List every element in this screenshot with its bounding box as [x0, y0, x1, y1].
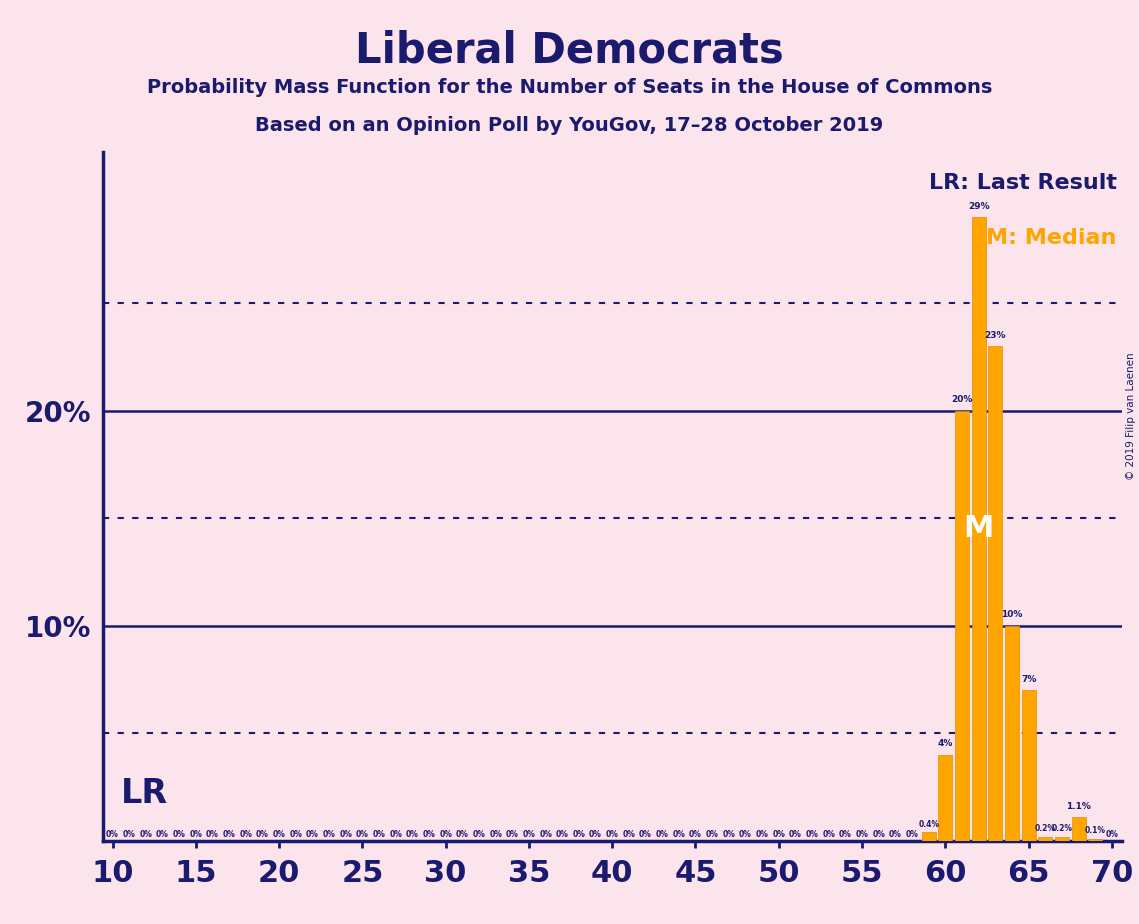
Text: LR: LR: [121, 777, 167, 810]
Text: 0%: 0%: [855, 830, 869, 839]
Text: Probability Mass Function for the Number of Seats in the House of Commons: Probability Mass Function for the Number…: [147, 78, 992, 97]
Text: 7%: 7%: [1021, 675, 1036, 684]
Text: M: M: [964, 515, 994, 543]
Text: 0%: 0%: [390, 830, 402, 839]
Bar: [1039, 836, 1052, 841]
Text: M: Median: M: Median: [986, 228, 1117, 249]
Text: LR: Last Result: LR: Last Result: [928, 173, 1117, 193]
Text: © 2019 Filip van Laenen: © 2019 Filip van Laenen: [1126, 352, 1136, 480]
Text: 4%: 4%: [937, 739, 953, 748]
Text: 23%: 23%: [984, 331, 1006, 340]
Text: 0%: 0%: [289, 830, 302, 839]
Text: 0%: 0%: [888, 830, 902, 839]
Text: 0%: 0%: [306, 830, 319, 839]
Text: 0%: 0%: [456, 830, 469, 839]
Text: 0%: 0%: [755, 830, 769, 839]
Text: 0.1%: 0.1%: [1084, 826, 1106, 835]
Text: 0%: 0%: [355, 830, 369, 839]
Text: 0.4%: 0.4%: [918, 820, 940, 829]
Text: 0%: 0%: [139, 830, 153, 839]
Text: 0%: 0%: [423, 830, 435, 839]
Text: 0%: 0%: [405, 830, 419, 839]
Text: 0%: 0%: [322, 830, 336, 839]
Text: 0%: 0%: [656, 830, 669, 839]
Text: 0%: 0%: [156, 830, 169, 839]
Text: 0%: 0%: [822, 830, 835, 839]
Text: 0%: 0%: [639, 830, 652, 839]
Text: 0%: 0%: [839, 830, 852, 839]
Text: 0%: 0%: [239, 830, 252, 839]
Text: 0%: 0%: [473, 830, 485, 839]
Bar: [1022, 690, 1035, 841]
Text: 0%: 0%: [523, 830, 535, 839]
Text: 0%: 0%: [573, 830, 585, 839]
Bar: [1055, 836, 1070, 841]
Text: Based on an Opinion Poll by YouGov, 17–28 October 2019: Based on an Opinion Poll by YouGov, 17–2…: [255, 116, 884, 136]
Text: 0%: 0%: [372, 830, 385, 839]
Text: 0%: 0%: [272, 830, 286, 839]
Text: 1.1%: 1.1%: [1066, 802, 1091, 810]
Text: 0%: 0%: [506, 830, 518, 839]
Text: 0%: 0%: [539, 830, 552, 839]
Bar: [921, 833, 936, 841]
Text: Liberal Democrats: Liberal Democrats: [355, 30, 784, 71]
Text: 0%: 0%: [106, 830, 118, 839]
Text: 0%: 0%: [556, 830, 568, 839]
Bar: [939, 755, 952, 841]
Text: 0%: 0%: [622, 830, 636, 839]
Text: 0%: 0%: [789, 830, 802, 839]
Text: 29%: 29%: [968, 201, 990, 211]
Text: 0%: 0%: [706, 830, 719, 839]
Text: 10%: 10%: [1001, 610, 1023, 619]
Text: 0%: 0%: [440, 830, 452, 839]
Text: 0%: 0%: [123, 830, 136, 839]
Text: 0%: 0%: [689, 830, 702, 839]
Text: 0%: 0%: [1106, 830, 1118, 839]
Bar: [972, 217, 985, 841]
Bar: [1005, 626, 1019, 841]
Text: 0.2%: 0.2%: [1035, 824, 1056, 833]
Text: 0%: 0%: [672, 830, 686, 839]
Bar: [989, 346, 1002, 841]
Text: 0%: 0%: [606, 830, 618, 839]
Text: 0%: 0%: [222, 830, 236, 839]
Text: 0.2%: 0.2%: [1051, 824, 1073, 833]
Text: 0%: 0%: [173, 830, 186, 839]
Text: 0%: 0%: [772, 830, 785, 839]
Text: 0%: 0%: [489, 830, 502, 839]
Text: 0%: 0%: [872, 830, 885, 839]
Text: 0%: 0%: [722, 830, 736, 839]
Text: 0%: 0%: [589, 830, 603, 839]
Text: 0%: 0%: [189, 830, 203, 839]
Text: 0%: 0%: [206, 830, 219, 839]
Text: 20%: 20%: [951, 395, 973, 404]
Text: 0%: 0%: [805, 830, 819, 839]
Bar: [1088, 839, 1103, 841]
Text: 0%: 0%: [906, 830, 918, 839]
Bar: [954, 410, 969, 841]
Text: 0%: 0%: [339, 830, 352, 839]
Bar: [1072, 817, 1085, 841]
Text: 0%: 0%: [739, 830, 752, 839]
Text: 0%: 0%: [256, 830, 269, 839]
